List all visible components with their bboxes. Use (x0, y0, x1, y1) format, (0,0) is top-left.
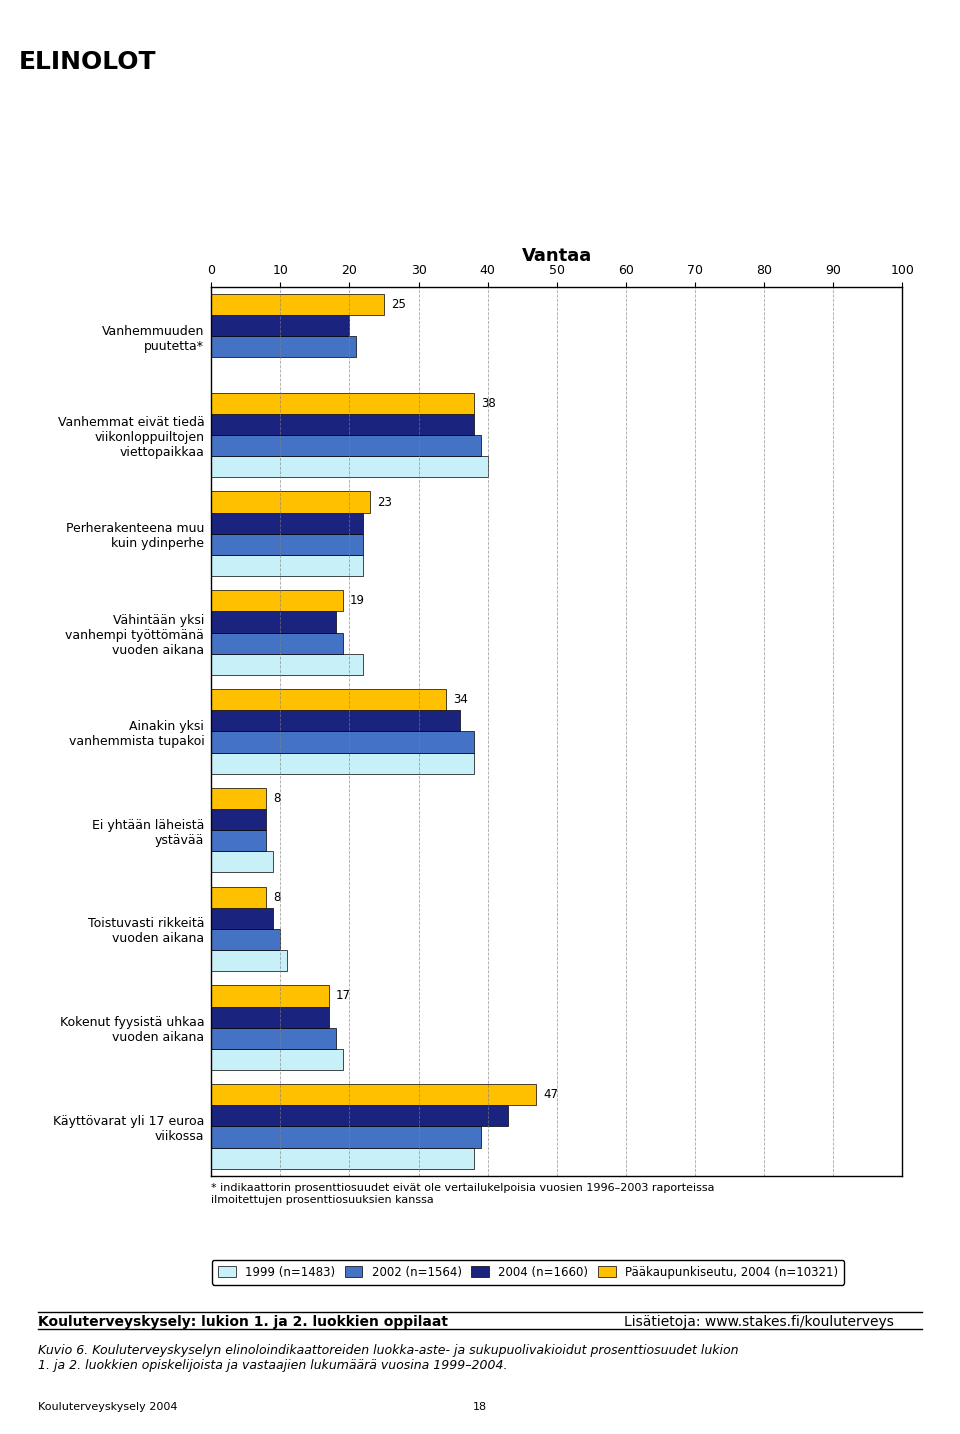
Bar (211, 1147, 474, 1169)
Bar (211, 710, 460, 731)
Bar (211, 1127, 481, 1147)
Text: 19: 19 (349, 594, 365, 608)
Bar (211, 753, 474, 774)
Bar (211, 294, 384, 315)
Bar (211, 512, 363, 533)
Bar (211, 787, 267, 809)
Bar (211, 852, 274, 872)
Text: 47: 47 (543, 1088, 558, 1101)
Text: 8: 8 (274, 891, 280, 903)
Text: ELINOLOT: ELINOLOT (19, 50, 156, 75)
Text: 23: 23 (377, 496, 392, 509)
Bar (211, 830, 267, 852)
Bar (211, 809, 267, 830)
Bar (211, 336, 356, 357)
Bar (211, 951, 287, 971)
Text: * indikaattorin prosenttiosuudet eivät ole vertailukelpoisia vuosien 1996–2003 r: * indikaattorin prosenttiosuudet eivät o… (211, 1183, 714, 1205)
Text: 25: 25 (391, 298, 406, 311)
Text: Kouluterveyskysely 2004: Kouluterveyskysely 2004 (38, 1402, 178, 1412)
Bar (211, 731, 474, 753)
Bar (211, 1084, 536, 1106)
Bar (211, 393, 474, 414)
Text: 38: 38 (481, 397, 495, 410)
Text: 8: 8 (274, 792, 280, 804)
Bar (211, 435, 481, 456)
Bar (211, 414, 474, 435)
Text: 34: 34 (453, 693, 468, 706)
Bar (211, 456, 488, 478)
Text: 18: 18 (473, 1402, 487, 1412)
Bar (211, 555, 363, 576)
Text: 17: 17 (336, 989, 350, 1002)
Bar (211, 533, 363, 555)
Text: Kuvio 6. Kouluterveyskyselyn elinoloindikaattoreiden luokka-aste- ja sukupuoliva: Kuvio 6. Kouluterveyskyselyn elinoloindi… (38, 1344, 739, 1372)
Bar (211, 1106, 509, 1127)
Bar (211, 985, 328, 1007)
Bar (211, 591, 343, 611)
Bar (211, 929, 280, 951)
Bar (211, 908, 274, 929)
Bar (211, 1028, 336, 1048)
Bar (211, 611, 336, 632)
Text: Vantaa: Vantaa (521, 247, 592, 265)
Text: Lisätietoja: www.stakes.fi/kouluterveys: Lisätietoja: www.stakes.fi/kouluterveys (624, 1315, 894, 1329)
Bar (211, 1007, 328, 1028)
Text: Kouluterveyskysely: lukion 1. ja 2. luokkien oppilaat: Kouluterveyskysely: lukion 1. ja 2. luok… (38, 1315, 448, 1329)
Bar (211, 886, 267, 908)
Legend: 1999 (n=1483), 2002 (n=1564), 2004 (n=1660), Pääkaupunkiseutu, 2004 (n=10321): 1999 (n=1483), 2002 (n=1564), 2004 (n=16… (212, 1260, 844, 1285)
Bar (211, 632, 343, 654)
Bar (211, 315, 349, 336)
Bar (211, 654, 363, 675)
Bar (211, 1048, 343, 1070)
Bar (211, 688, 446, 710)
Bar (211, 492, 371, 512)
